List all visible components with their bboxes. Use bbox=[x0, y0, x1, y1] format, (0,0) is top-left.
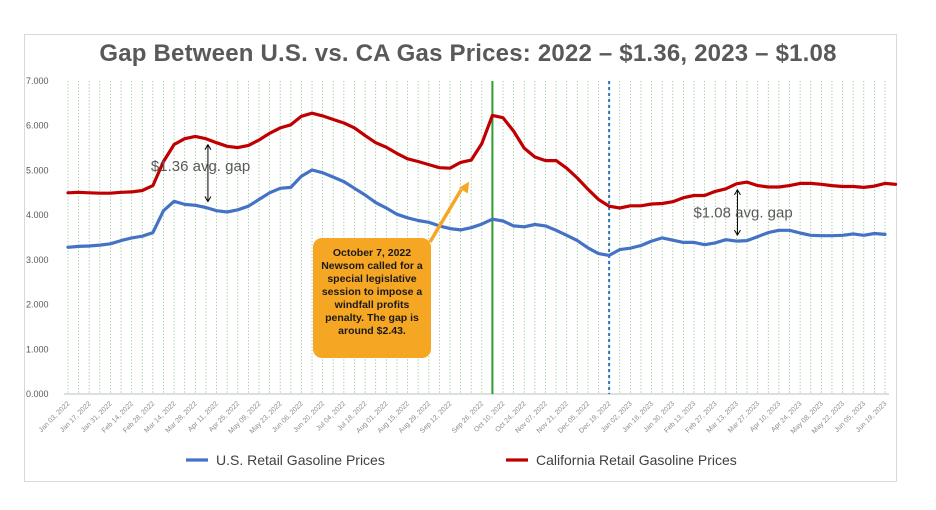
event-markers bbox=[491, 81, 611, 394]
grid-layer bbox=[64, 81, 889, 395]
chart-title: Gap Between U.S. vs. CA Gas Prices: 2022… bbox=[99, 40, 837, 67]
gap-arrowhead-up bbox=[204, 143, 212, 150]
y-tick-label: 5.000 bbox=[26, 165, 49, 175]
callout-line: session to impose a bbox=[321, 286, 423, 298]
legend: U.S. Retail Gasoline Prices California Re… bbox=[186, 452, 737, 468]
y-tick-label: 1.000 bbox=[26, 344, 49, 354]
gap-arrowhead-down bbox=[204, 196, 212, 203]
y-tick-label: 7.000 bbox=[26, 76, 49, 86]
callout-pointer-head bbox=[458, 181, 470, 194]
us-price-line bbox=[66, 168, 887, 257]
callout-line: around $2.43. bbox=[338, 325, 406, 337]
ca-price-line bbox=[66, 111, 898, 210]
gap-label-2023: $1.08 avg. gap bbox=[693, 204, 792, 221]
y-axis: 0.000 1.000 2.000 3.000 4.000 5.000 6.000 7.000 bbox=[26, 76, 49, 399]
y-tick-label: 4.000 bbox=[26, 210, 49, 220]
callout-box: October 7, 2022 Newsom called for a specia… bbox=[313, 238, 431, 358]
callout-line: windfall profits bbox=[334, 299, 410, 311]
annotation-layer: $1.36 avg. gap $1.08 avg. gap bbox=[151, 143, 793, 243]
chart-frame bbox=[24, 34, 897, 482]
gap-arrowhead-down bbox=[734, 229, 741, 237]
callout-pointer bbox=[428, 188, 463, 243]
legend-label-ca: California Retail Gasoline Prices bbox=[536, 452, 737, 468]
callout-line: October 7, 2022 bbox=[332, 247, 412, 259]
gap-label-2022: $1.36 avg. gap bbox=[151, 158, 250, 175]
gap-arrowhead-up bbox=[734, 188, 741, 196]
callout-line: penalty. The gap is bbox=[325, 312, 419, 324]
y-tick-label: 6.000 bbox=[26, 121, 49, 131]
y-tick-label: 3.000 bbox=[26, 255, 49, 265]
y-tick-label: 0.000 bbox=[26, 389, 49, 399]
y-tick-label: 2.000 bbox=[26, 300, 49, 310]
callout-line: Newsom called for a bbox=[321, 260, 423, 272]
callout-line: special legislative bbox=[327, 273, 417, 285]
series-layer bbox=[66, 111, 898, 257]
legend-label-us: U.S. Retail Gasoline Prices bbox=[216, 452, 385, 468]
